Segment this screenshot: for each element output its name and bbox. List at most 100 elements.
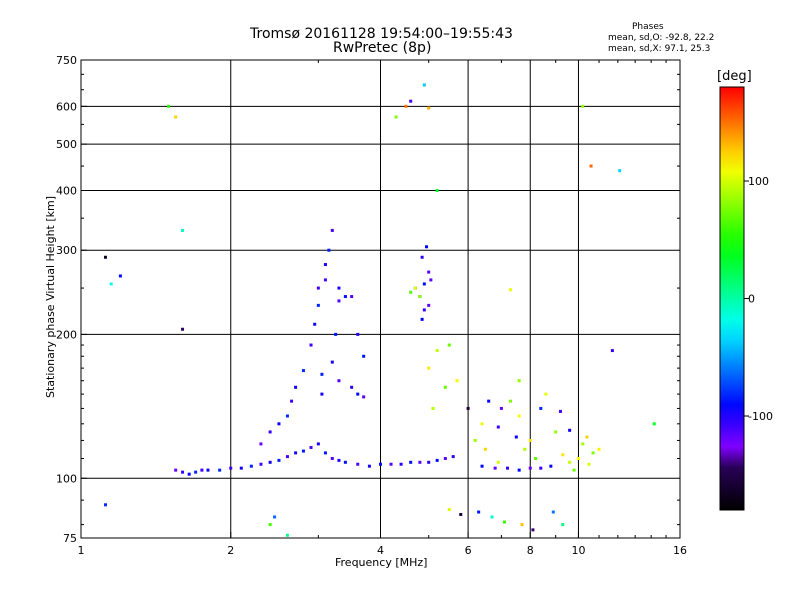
data-point [362,395,366,399]
data-point [517,379,521,383]
data-point [517,414,521,418]
data-point [427,270,431,274]
data-point [534,456,538,460]
data-point [459,512,463,516]
data-point [568,428,572,432]
data-point [273,515,277,519]
data-point [181,470,185,474]
data-point [435,188,439,192]
data-point [330,456,334,460]
data-point [301,449,305,453]
data-point [558,409,562,413]
data-point [327,248,331,252]
data-point [427,303,431,307]
data-point [343,460,347,464]
data-point [520,523,524,527]
data-point [239,466,243,470]
data-point [447,343,451,347]
data-point [443,385,447,389]
data-point [309,445,313,449]
data-point [610,349,614,353]
data-point [477,510,481,514]
y-tick-label: 300 [56,244,77,257]
data-point [389,462,393,466]
data-point [294,451,298,455]
colorbar-tick-label: 0 [748,293,755,306]
data-point [493,466,497,470]
data-point [277,422,281,426]
data-point [473,438,477,442]
data-point [480,464,484,468]
data-point [194,470,198,474]
data-point [379,462,382,466]
data-point [422,83,426,87]
legend-title: Phases [632,22,664,32]
data-point [427,366,431,370]
x-axis-label: Frequency [MHz] [335,556,428,569]
data-point [309,343,313,347]
colorbar [719,86,745,511]
data-point [277,458,281,462]
data-point [323,451,327,455]
data-point [589,164,593,168]
data-point [200,468,204,472]
data-point [418,295,422,299]
data-point [316,286,320,290]
legend-o-stats: mean, sd,O: -92.8, 22.2 [608,33,715,43]
y-tick-label: 100 [56,472,77,485]
data-point [356,332,360,336]
y-tick-label: 400 [56,184,77,197]
data-point [320,372,324,376]
data-point [422,308,426,312]
data-point [427,460,431,464]
data-point [435,458,439,462]
data-point [268,460,272,464]
data-point [447,508,451,512]
data-point [561,523,565,527]
data-point [561,453,565,457]
legend-x-stats: mean, sd,X: 97.1, 25.3 [608,44,711,54]
data-point [451,455,455,459]
data-point [480,422,484,426]
data-point [587,462,591,466]
data-point [285,533,289,537]
data-point [618,169,622,173]
data-point [572,468,576,472]
data-point [103,255,107,259]
y-axis-label: Stationary phase Virtual Height [km] [44,195,57,398]
data-point [422,282,426,286]
data-point [337,458,341,462]
data-point [259,442,263,446]
data-point [499,406,503,410]
data-point [313,322,317,326]
data-point [585,435,589,439]
data-point [544,392,548,396]
data-point [531,528,535,532]
data-point [259,462,263,466]
data-point [420,255,424,259]
data-point [466,406,470,410]
data-point [356,462,360,466]
data-point [505,466,509,470]
data-point [350,385,354,389]
x-tick-label: 4 [377,544,384,557]
data-point [229,466,233,470]
data-point [576,456,580,460]
data-point [455,379,459,383]
data-point [549,464,553,468]
data-point [249,464,253,468]
data-point [350,295,354,299]
data-point [427,106,431,110]
data-point [323,278,327,282]
data-point [181,228,185,232]
data-point [418,460,422,464]
chart-subtitle: RwPretec (8p) [333,40,432,56]
data-point [187,472,191,476]
data-point [409,99,413,103]
data-point [323,263,327,267]
data-point [174,468,178,472]
x-tick-label: 6 [465,544,472,557]
data-point [330,228,334,232]
data-point [496,460,500,464]
data-point [554,430,558,434]
